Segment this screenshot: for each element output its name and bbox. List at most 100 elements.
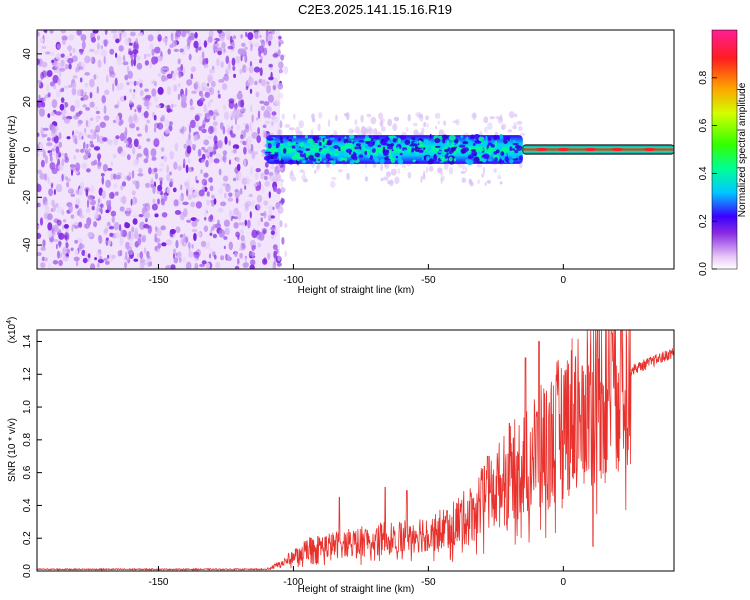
noise-speck — [256, 201, 262, 211]
band-speck — [411, 136, 416, 141]
noise-speck — [119, 33, 122, 42]
noise-speck — [153, 138, 160, 148]
noise-speck — [45, 51, 51, 55]
noise-speck — [49, 155, 53, 162]
noise-speck — [226, 124, 230, 130]
noise-speck — [55, 183, 63, 193]
noise-speck — [62, 224, 65, 230]
noise-speck — [47, 176, 50, 184]
noise-speck — [243, 146, 247, 155]
noise-speck — [124, 222, 131, 229]
band-speck — [473, 153, 477, 157]
noise-speck — [38, 82, 41, 87]
noise-speck — [511, 125, 517, 130]
noise-speck — [223, 175, 229, 182]
band-speck — [299, 146, 306, 152]
band-speck — [278, 156, 282, 161]
noise-speck — [298, 120, 305, 129]
noise-speck — [92, 30, 99, 34]
noise-speck — [188, 125, 192, 134]
noise-speck — [173, 48, 179, 53]
band-speck — [458, 144, 466, 148]
y-tick-label: 40 — [22, 48, 33, 60]
noise-speck — [187, 158, 191, 164]
noise-speck — [191, 90, 197, 94]
noise-speck — [212, 233, 217, 239]
noise-speck — [76, 30, 83, 36]
noise-speck — [52, 224, 59, 233]
noise-speck — [179, 48, 184, 53]
noise-speck — [47, 92, 51, 97]
noise-speck — [163, 155, 168, 163]
noise-speck — [175, 240, 179, 249]
noise-speck — [37, 132, 40, 137]
noise-speck — [387, 118, 393, 127]
noise-speck — [251, 132, 258, 139]
noise-speck — [217, 50, 223, 56]
noise-speck — [234, 189, 239, 193]
band-speck — [482, 153, 490, 159]
noise-speck — [262, 140, 266, 147]
noise-speck — [53, 69, 59, 73]
band-speck — [272, 140, 276, 146]
noise-speck — [72, 75, 78, 79]
band-speck — [505, 153, 508, 157]
noise-speck — [166, 164, 169, 174]
noise-speck — [217, 47, 223, 52]
noise-speck — [234, 103, 238, 112]
noise-speck — [246, 181, 250, 185]
noise-speck — [160, 162, 164, 167]
noise-speck — [149, 43, 155, 50]
band-speck — [308, 154, 314, 161]
noise-speck — [170, 32, 174, 42]
noise-speck — [242, 262, 249, 269]
noise-speck — [74, 162, 81, 172]
noise-speck — [68, 189, 71, 194]
noise-speck — [168, 121, 173, 126]
band-speck — [399, 135, 406, 139]
noise-speck — [69, 52, 72, 57]
noise-speck — [104, 89, 110, 96]
band-speck — [390, 157, 396, 164]
noise-speck — [137, 145, 142, 150]
band-speck — [337, 137, 342, 142]
noise-speck — [169, 228, 176, 235]
band-speck — [372, 140, 375, 146]
snr-multiplier: (x104) — [6, 317, 18, 344]
band-speck — [426, 146, 432, 152]
noise-speck — [330, 181, 336, 188]
noise-speck — [194, 114, 200, 122]
noise-speck — [106, 237, 109, 241]
noise-speck — [75, 130, 79, 135]
noise-speck — [174, 142, 179, 152]
noise-speck — [217, 30, 223, 34]
noise-speck — [125, 251, 128, 260]
noise-speck — [126, 140, 129, 148]
noise-speck — [508, 111, 515, 119]
noise-speck — [89, 140, 94, 145]
noise-speck — [189, 119, 196, 129]
noise-speck — [205, 262, 210, 269]
noise-speck — [126, 154, 131, 161]
noise-speck — [37, 144, 40, 153]
noise-speck — [100, 203, 104, 208]
noise-speck — [57, 240, 62, 246]
band-speck — [399, 152, 403, 156]
noise-speck — [52, 239, 59, 242]
noise-speck — [272, 77, 279, 86]
band-speck — [391, 149, 394, 152]
noise-speck — [260, 106, 265, 111]
noise-speck — [516, 120, 523, 125]
x-tick-label: -150 — [148, 275, 168, 286]
band-speck — [340, 145, 345, 151]
noise-speck — [94, 257, 97, 261]
noise-speck — [214, 254, 217, 260]
noise-speck — [246, 144, 252, 151]
noise-speck — [234, 251, 238, 257]
noise-speck — [82, 94, 89, 101]
noise-speck — [422, 175, 426, 180]
noise-speck — [233, 207, 239, 216]
band-speck — [472, 143, 476, 146]
noise-speck — [130, 58, 134, 67]
